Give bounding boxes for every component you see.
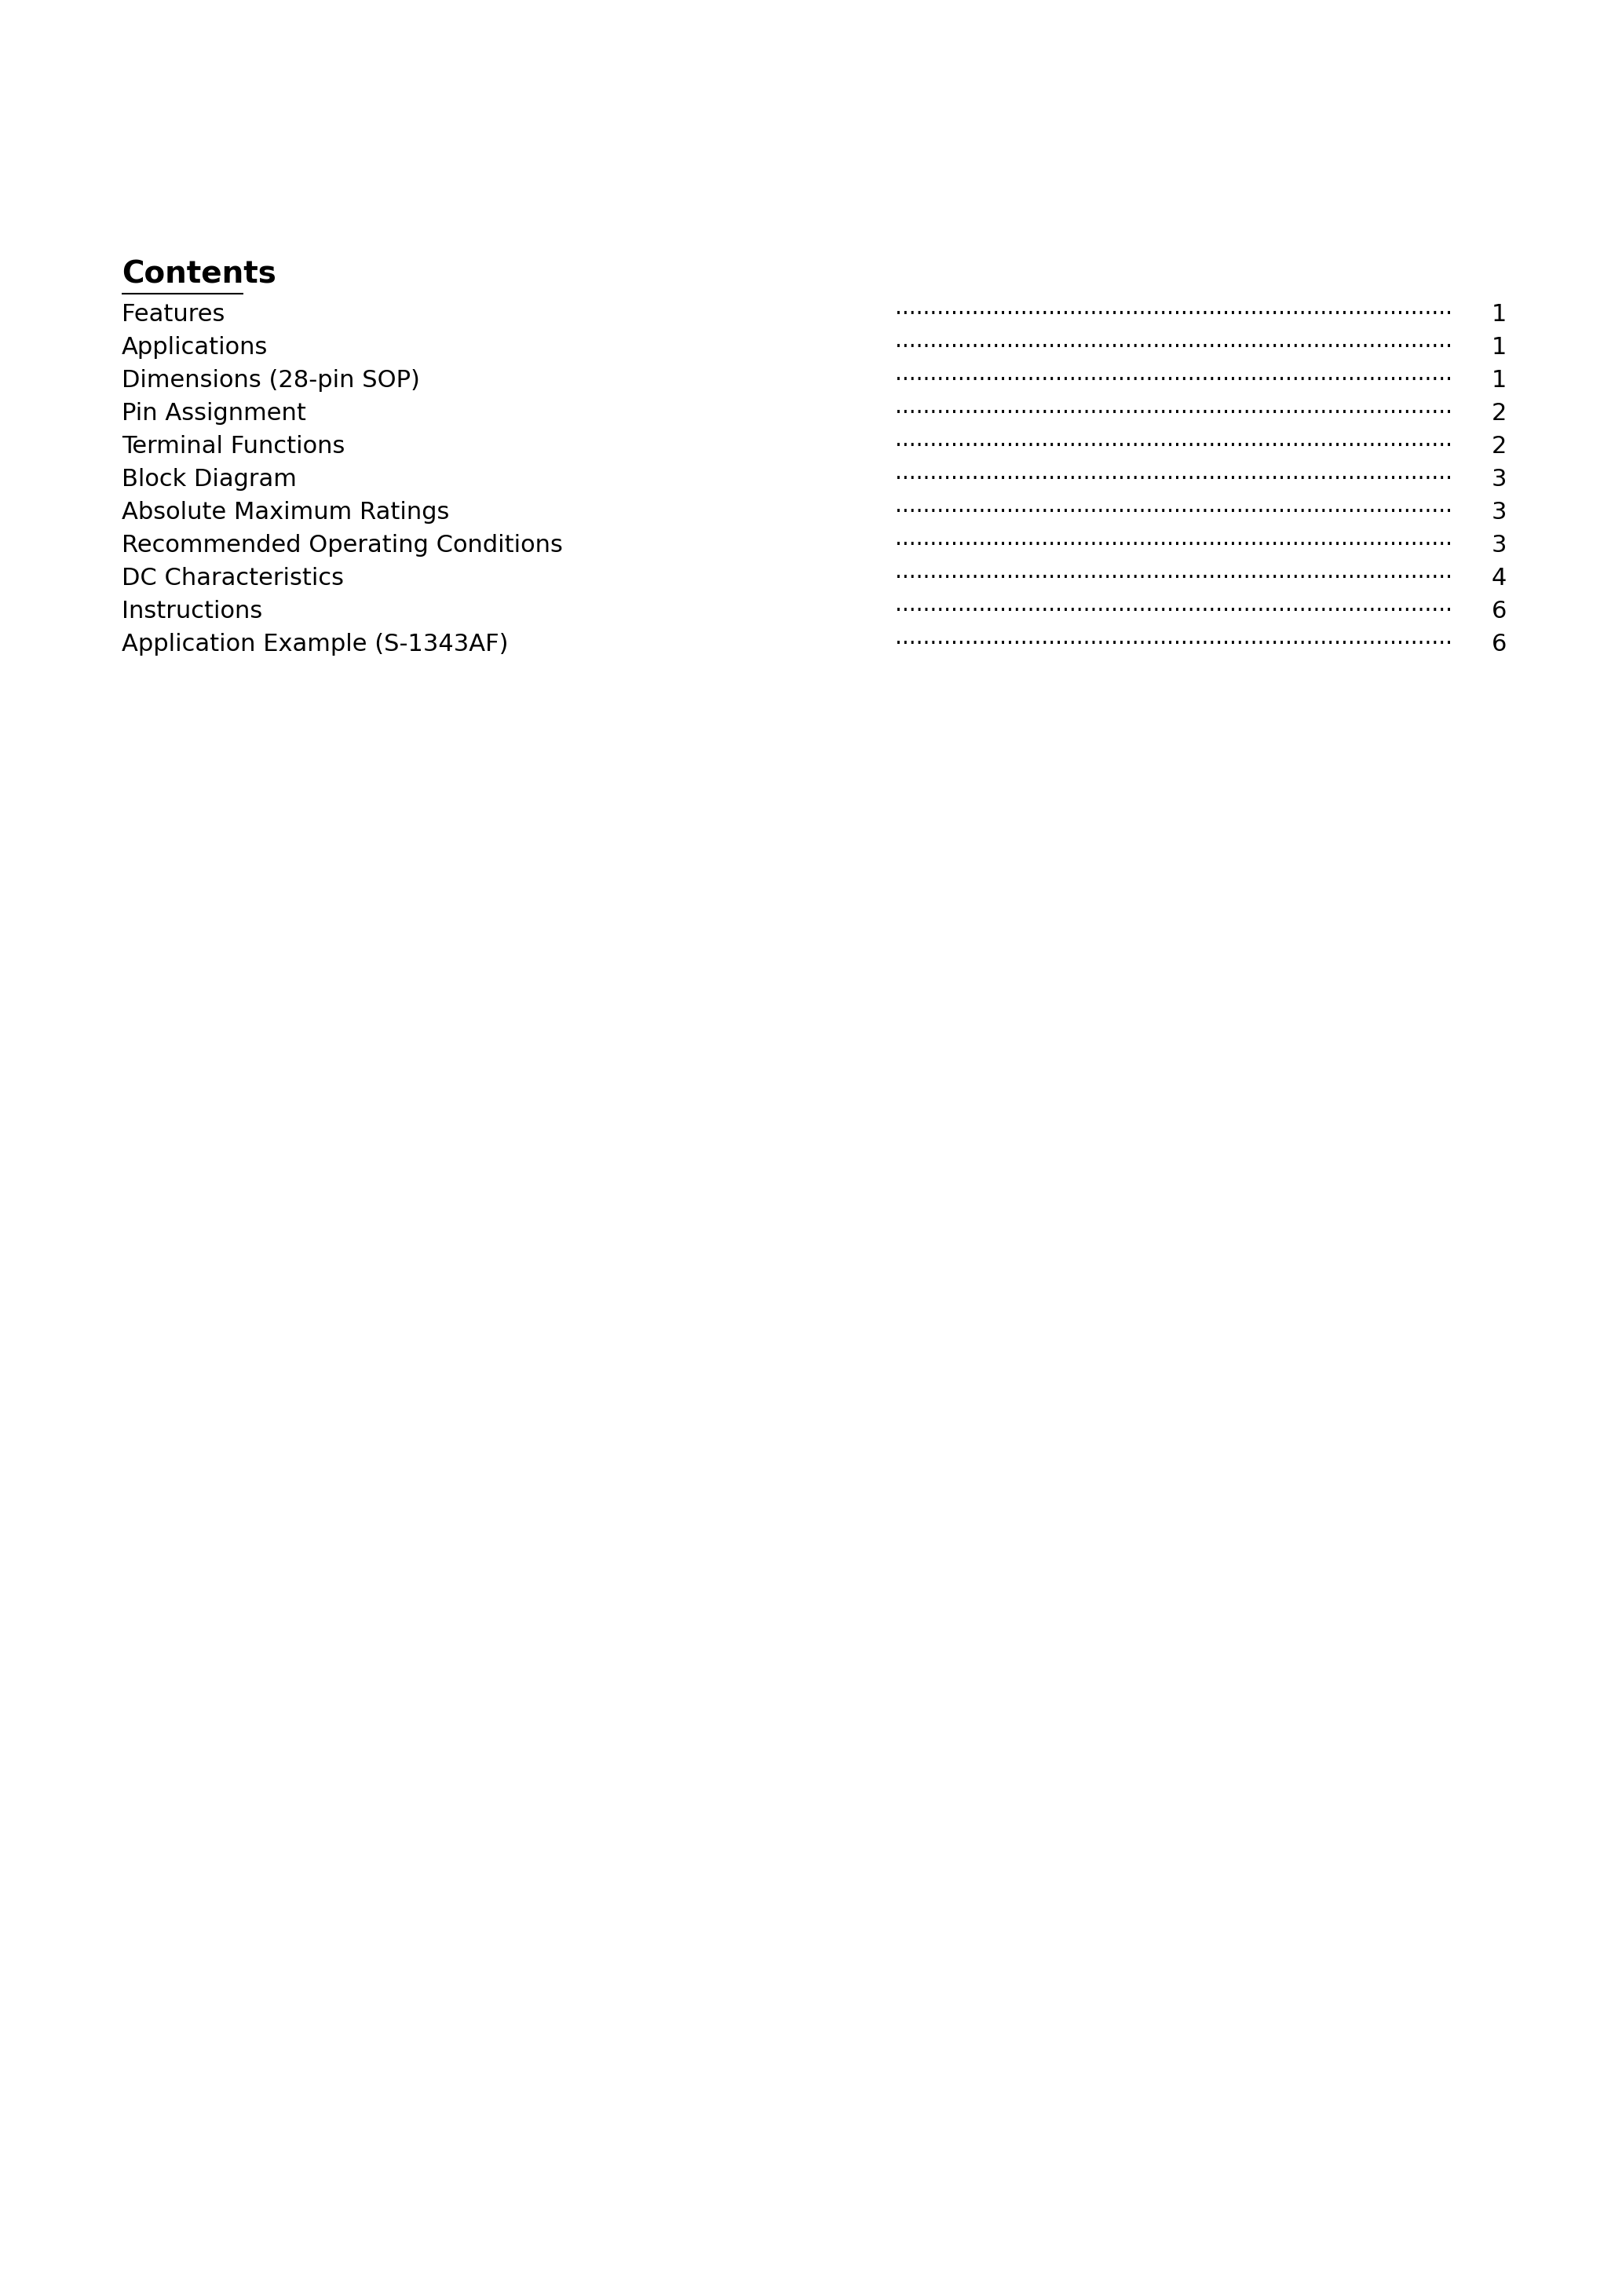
Text: ················································································: ········································… [895, 501, 1452, 523]
Text: 3: 3 [1492, 501, 1507, 523]
Text: 3: 3 [1492, 468, 1507, 491]
Text: 1: 1 [1492, 370, 1507, 390]
Text: ················································································: ········································… [895, 567, 1452, 588]
Text: DC Characteristics: DC Characteristics [122, 567, 344, 590]
Text: 4: 4 [1492, 567, 1507, 590]
Text: Features: Features [122, 303, 225, 326]
Text: Pin Assignment: Pin Assignment [122, 402, 307, 425]
Text: 6: 6 [1492, 599, 1507, 622]
Text: ················································································: ········································… [895, 402, 1452, 425]
Text: Contents: Contents [122, 259, 276, 289]
Text: ················································································: ········································… [895, 634, 1452, 654]
Text: 2: 2 [1492, 434, 1507, 457]
Text: Dimensions (28-pin SOP): Dimensions (28-pin SOP) [122, 370, 420, 390]
Text: ················································································: ········································… [895, 434, 1452, 457]
Text: ················································································: ········································… [895, 303, 1452, 326]
Text: ················································································: ········································… [895, 335, 1452, 358]
Text: 6: 6 [1492, 631, 1507, 654]
Text: 1: 1 [1492, 303, 1507, 326]
Text: Absolute Maximum Ratings: Absolute Maximum Ratings [122, 501, 449, 523]
Text: ················································································: ········································… [895, 370, 1452, 390]
Text: ················································································: ········································… [895, 599, 1452, 622]
Text: Instructions: Instructions [122, 599, 263, 622]
Text: ················································································: ········································… [895, 535, 1452, 556]
Text: 3: 3 [1492, 533, 1507, 556]
Text: Applications: Applications [122, 335, 268, 358]
Text: Recommended Operating Conditions: Recommended Operating Conditions [122, 533, 563, 556]
Text: Terminal Functions: Terminal Functions [122, 434, 345, 457]
Text: Block Diagram: Block Diagram [122, 468, 297, 491]
Text: ················································································: ········································… [895, 468, 1452, 489]
Text: 2: 2 [1492, 402, 1507, 425]
Text: 1: 1 [1492, 335, 1507, 358]
Text: Application Example (S-1343AF): Application Example (S-1343AF) [122, 631, 508, 654]
